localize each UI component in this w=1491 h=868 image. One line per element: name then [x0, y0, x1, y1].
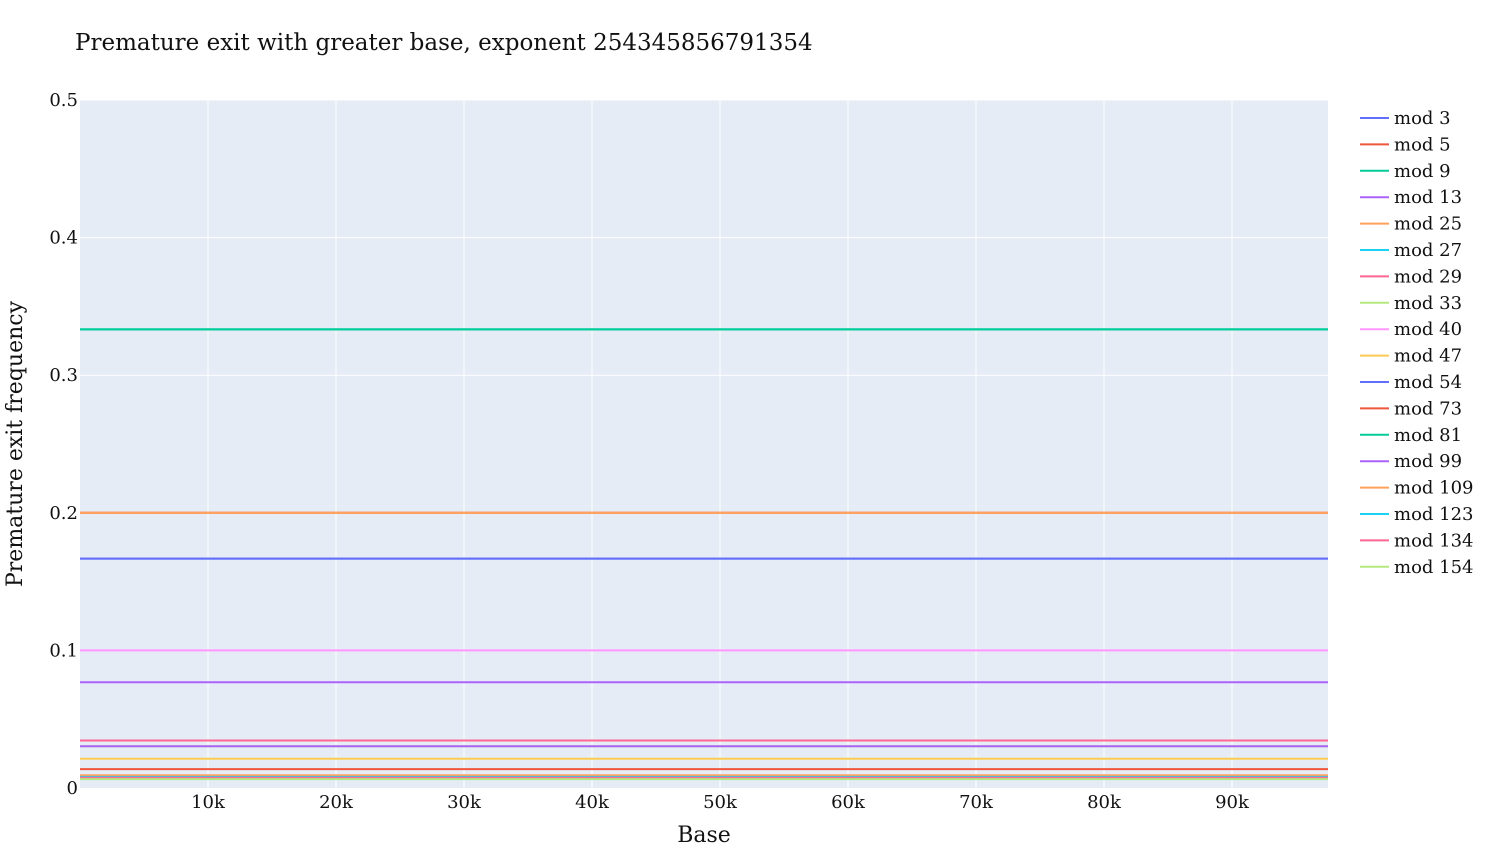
y-tick-label: 0.3	[49, 365, 78, 386]
legend-label: mod 73	[1394, 398, 1462, 419]
x-tick-label: 20k	[319, 792, 354, 813]
x-tick-label: 50k	[703, 792, 738, 813]
x-tick-label: 10k	[191, 792, 226, 813]
x-tick-label: 30k	[447, 792, 482, 813]
y-tick-label: 0.2	[49, 503, 78, 524]
legend-label: mod 25	[1394, 214, 1462, 235]
legend-label: mod 81	[1394, 425, 1462, 446]
chart-title: Premature exit with greater base, expone…	[75, 30, 813, 56]
x-tick-label: 80k	[1087, 792, 1122, 813]
series-lines	[80, 328, 1328, 781]
y-tick-label: 0.5	[49, 90, 78, 111]
y-tick-label: 0.1	[49, 640, 78, 661]
x-tick-label: 90k	[1215, 792, 1250, 813]
legend-label: mod 154	[1394, 557, 1474, 578]
legend-label: mod 54	[1394, 372, 1462, 393]
legend-label: mod 27	[1394, 240, 1462, 261]
y-tick-label: 0.4	[49, 228, 78, 249]
legend-label: mod 123	[1394, 504, 1474, 525]
legend-label: mod 13	[1394, 187, 1462, 208]
x-tick-label: 70k	[959, 792, 994, 813]
legend-label: mod 109	[1394, 478, 1474, 499]
legend-label: mod 29	[1394, 266, 1462, 287]
x-tick-label: 60k	[831, 792, 866, 813]
legend-label: mod 33	[1394, 293, 1462, 314]
plot-area	[80, 100, 1328, 788]
legend-label: mod 134	[1394, 530, 1474, 551]
axis-ticks: 10k 20k 30k 40k 50k 60k 70k 80k 90k 0 0.1 0.2 0.3 0.4…	[49, 90, 1250, 813]
legend-label: mod 99	[1394, 451, 1462, 472]
legend-label: mod 9	[1394, 161, 1451, 182]
x-axis-title: Base	[677, 823, 731, 848]
y-tick-label: 0	[67, 778, 78, 799]
legend: mod 3 mod 5 mod 9 mod 13 mod 25 mod 27 mod 29 m…	[1360, 108, 1474, 578]
legend-label: mod 47	[1394, 346, 1462, 367]
legend-label: mod 5	[1394, 134, 1451, 155]
legend-label: mod 40	[1394, 319, 1462, 340]
y-axis-title: Premature exit frequency	[3, 300, 28, 587]
x-tick-label: 40k	[575, 792, 610, 813]
legend-label: mod 3	[1394, 108, 1451, 129]
